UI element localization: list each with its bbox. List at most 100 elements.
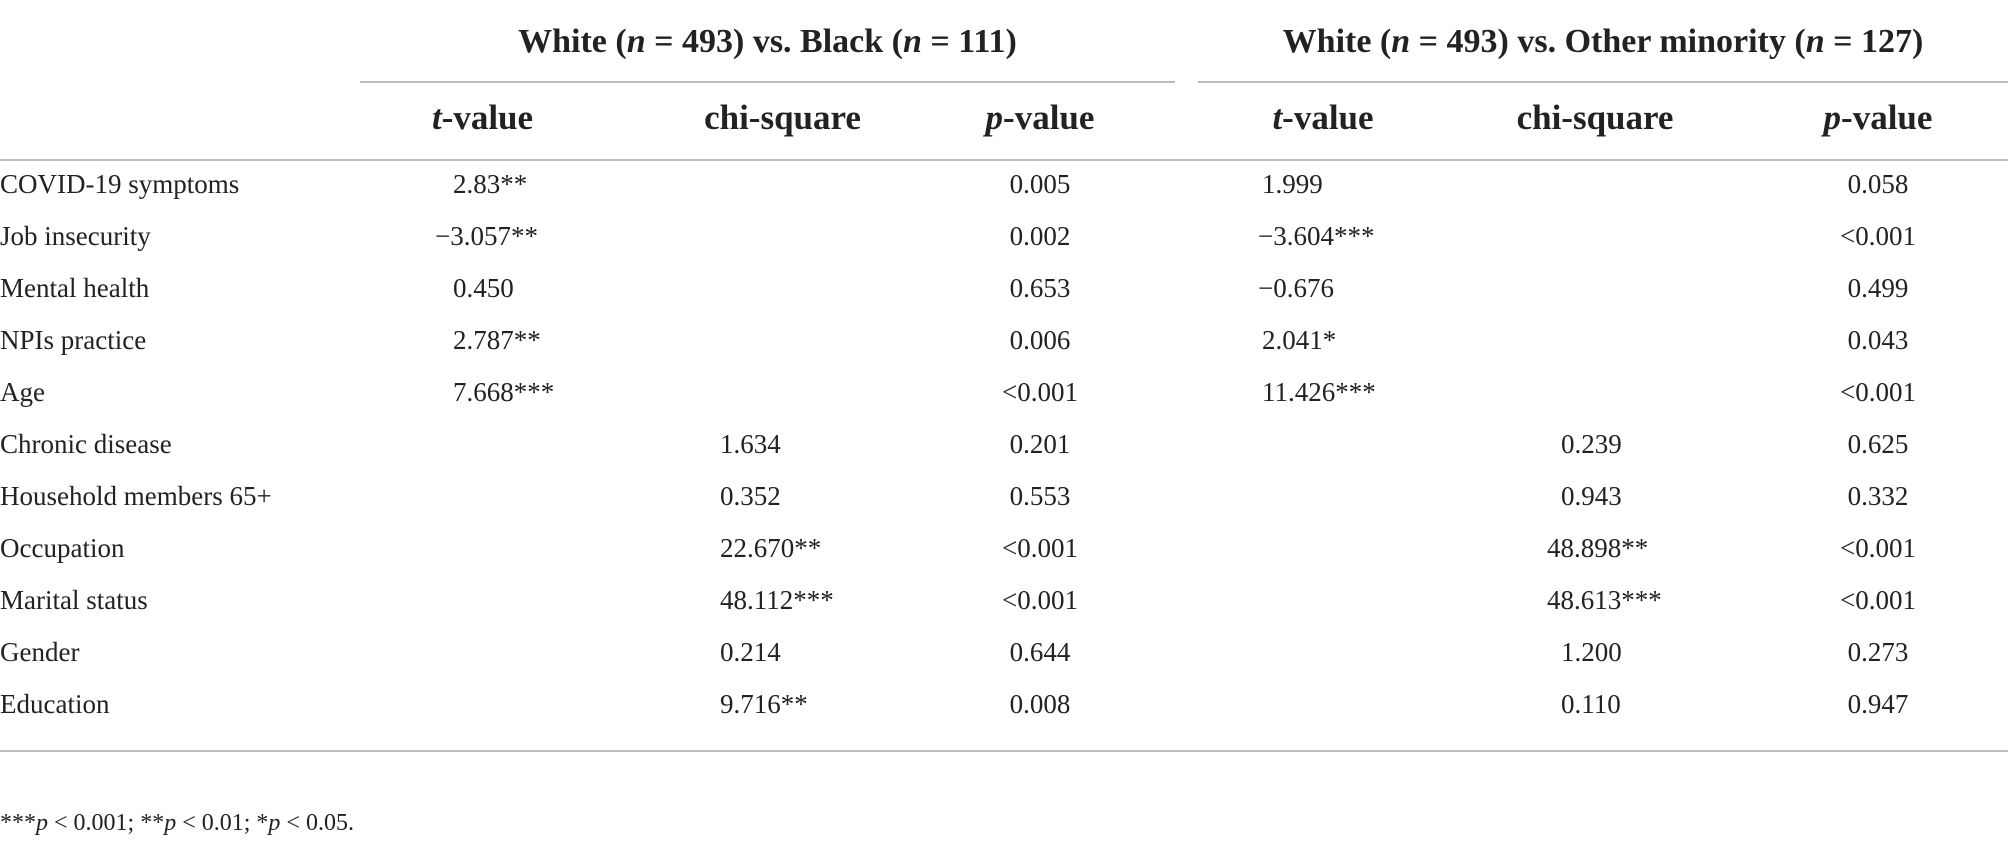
table-row: COVID-19 symptoms 2.83** 0.005 1.999 0.0… (0, 158, 2008, 210)
footnote-p: p (164, 810, 177, 836)
table-row: Household members 65+ 0.352 0.553 0.943 … (0, 470, 2008, 522)
p-value-cell: <0.001 (1002, 533, 1078, 563)
p-value-cell: 0.553 (1009, 481, 1071, 511)
col-header-chi-square: chi-square (704, 98, 861, 137)
row-label: Age (0, 377, 45, 407)
group-header-part: = 127) (1824, 23, 1924, 60)
p-value-cell: <0.001 (1002, 377, 1078, 407)
chi-square-cell: 22.670** (720, 533, 822, 563)
chi-square-cell: 9.716** (720, 689, 808, 719)
chi-square-cell: 0.110 (1561, 689, 1621, 719)
group-header-n: n (903, 23, 922, 60)
t-value-cell: 0.450 (453, 273, 514, 303)
p-value-cell: 0.625 (1847, 429, 1909, 459)
col-header-italic: t (1272, 98, 1283, 137)
group-header-part: = 493) vs. Black ( (645, 23, 903, 60)
table-row: NPIs practice 2.787** 0.006 2.041* 0.043 (0, 314, 2008, 366)
group-header-part: = 111) (921, 23, 1017, 60)
chi-square-cell: 0.239 (1561, 429, 1622, 459)
table-row: Chronic disease 1.634 0.201 0.239 0.625 (0, 418, 2008, 470)
row-label: Gender (0, 637, 80, 667)
table-footnote: ***p < 0.001; **p < 0.01; *p < 0.05. (0, 810, 354, 837)
p-value-cell: <0.001 (1002, 585, 1078, 615)
chi-square-cell: 48.898** (1547, 533, 1649, 563)
p-value-cell: 0.008 (1009, 689, 1071, 719)
col-header-italic: p (1823, 98, 1842, 137)
t-value-cell: 2.83** (453, 169, 528, 199)
row-label: Occupation (0, 533, 125, 563)
p-value-cell: <0.001 (1840, 221, 1916, 251)
row-label: Chronic disease (0, 429, 172, 459)
p-value-cell: 0.644 (1009, 637, 1071, 667)
table-row: Job insecurity −3.057** 0.002 −3.604*** … (0, 210, 2008, 262)
col-header-rest: -value (1841, 98, 1933, 137)
footnote-part: < 0.05. (280, 810, 354, 836)
col-header-chi-square: chi-square (1516, 98, 1674, 137)
footnote-part: *** (0, 810, 36, 836)
chi-square-cell: 0.214 (720, 637, 781, 667)
chi-square-cell: 1.200 (1561, 637, 1622, 667)
p-value-cell: 0.499 (1847, 273, 1909, 303)
p-value-cell: 0.005 (1009, 169, 1071, 199)
col-header-italic: t (431, 98, 442, 137)
table-bottom-rule (0, 750, 2008, 752)
group-header-black: White (n = 493) vs. Black (n = 111) (360, 12, 1175, 72)
chi-square-cell: 1.634 (720, 429, 781, 459)
col-header-rest: -value (441, 98, 534, 137)
t-value-cell: −3.604*** (1258, 221, 1375, 251)
group-header-other-minority: White (n = 493) vs. Other minority (n = … (1198, 12, 2008, 72)
group-header-part: White ( (518, 23, 627, 60)
p-value-cell: 0.653 (1009, 273, 1071, 303)
table-row: Marital status 48.112*** <0.001 48.613**… (0, 574, 2008, 626)
group-header-part: White ( (1282, 23, 1392, 60)
t-value-cell: 1.999 (1262, 169, 1323, 199)
table-row: Mental health 0.450 0.653 −0.676 0.499 (0, 262, 2008, 314)
t-value-cell: −0.676 (1258, 273, 1334, 303)
chi-square-cell: 48.112*** (720, 585, 834, 615)
p-value-cell: <0.001 (1840, 533, 1916, 563)
group-header-part: = 493) vs. Other minority ( (1410, 23, 1806, 60)
t-value-cell: −3.057** (435, 221, 538, 251)
chi-square-cell: 0.352 (720, 481, 781, 511)
row-label: Household members 65+ (0, 481, 272, 511)
header-rule (0, 159, 2008, 161)
col-header-rest: -value (1282, 98, 1374, 137)
group-rule-black (360, 81, 1175, 83)
p-value-cell: 0.043 (1847, 325, 1909, 355)
group-header-n: n (1805, 23, 1825, 60)
row-label: NPIs practice (0, 325, 147, 355)
col-header-t-value: t-value (1198, 90, 1448, 146)
col-header-rest: -value (1003, 98, 1095, 137)
group-header-n: n (1391, 23, 1411, 60)
footnote-part: < 0.01; * (176, 810, 269, 836)
p-value-cell: 0.201 (1009, 429, 1071, 459)
p-value-cell: 0.058 (1847, 169, 1909, 199)
footnote-part: < 0.001; ** (48, 810, 165, 836)
col-header-p-value: p-value (1778, 90, 1978, 146)
footnote-p: p (268, 810, 281, 836)
row-label: Mental health (0, 273, 150, 303)
group-rule-other-minority (1198, 81, 2008, 83)
p-value-cell: 0.947 (1847, 689, 1909, 719)
p-value-cell: 0.273 (1847, 637, 1909, 667)
t-value-cell: 2.041* (1262, 325, 1337, 355)
footnote-p: p (36, 810, 48, 836)
p-value-cell: 0.006 (1009, 325, 1071, 355)
p-value-cell: 0.002 (1009, 221, 1071, 251)
col-header-p-value: p-value (940, 90, 1140, 146)
chi-square-cell: 48.613*** (1547, 585, 1662, 615)
col-header-italic: p (985, 98, 1004, 137)
p-value-cell: <0.001 (1840, 377, 1916, 407)
t-value-cell: 7.668*** (453, 377, 555, 407)
table-row: Gender 0.214 0.644 1.200 0.273 (0, 626, 2008, 678)
p-value-cell: 0.332 (1847, 481, 1909, 511)
chi-square-cell: 0.943 (1561, 481, 1622, 511)
table-row: Education 9.716** 0.008 0.110 0.947 (0, 678, 2008, 730)
table-row: Age 7.668*** <0.001 11.426*** <0.001 (0, 366, 2008, 418)
row-label: Marital status (0, 585, 148, 615)
row-label: COVID-19 symptoms (0, 169, 240, 199)
row-label: Job insecurity (0, 221, 151, 251)
table-row: Occupation 22.670** <0.001 48.898** <0.0… (0, 522, 2008, 574)
t-value-cell: 2.787** (453, 325, 541, 355)
p-value-cell: <0.001 (1840, 585, 1916, 615)
